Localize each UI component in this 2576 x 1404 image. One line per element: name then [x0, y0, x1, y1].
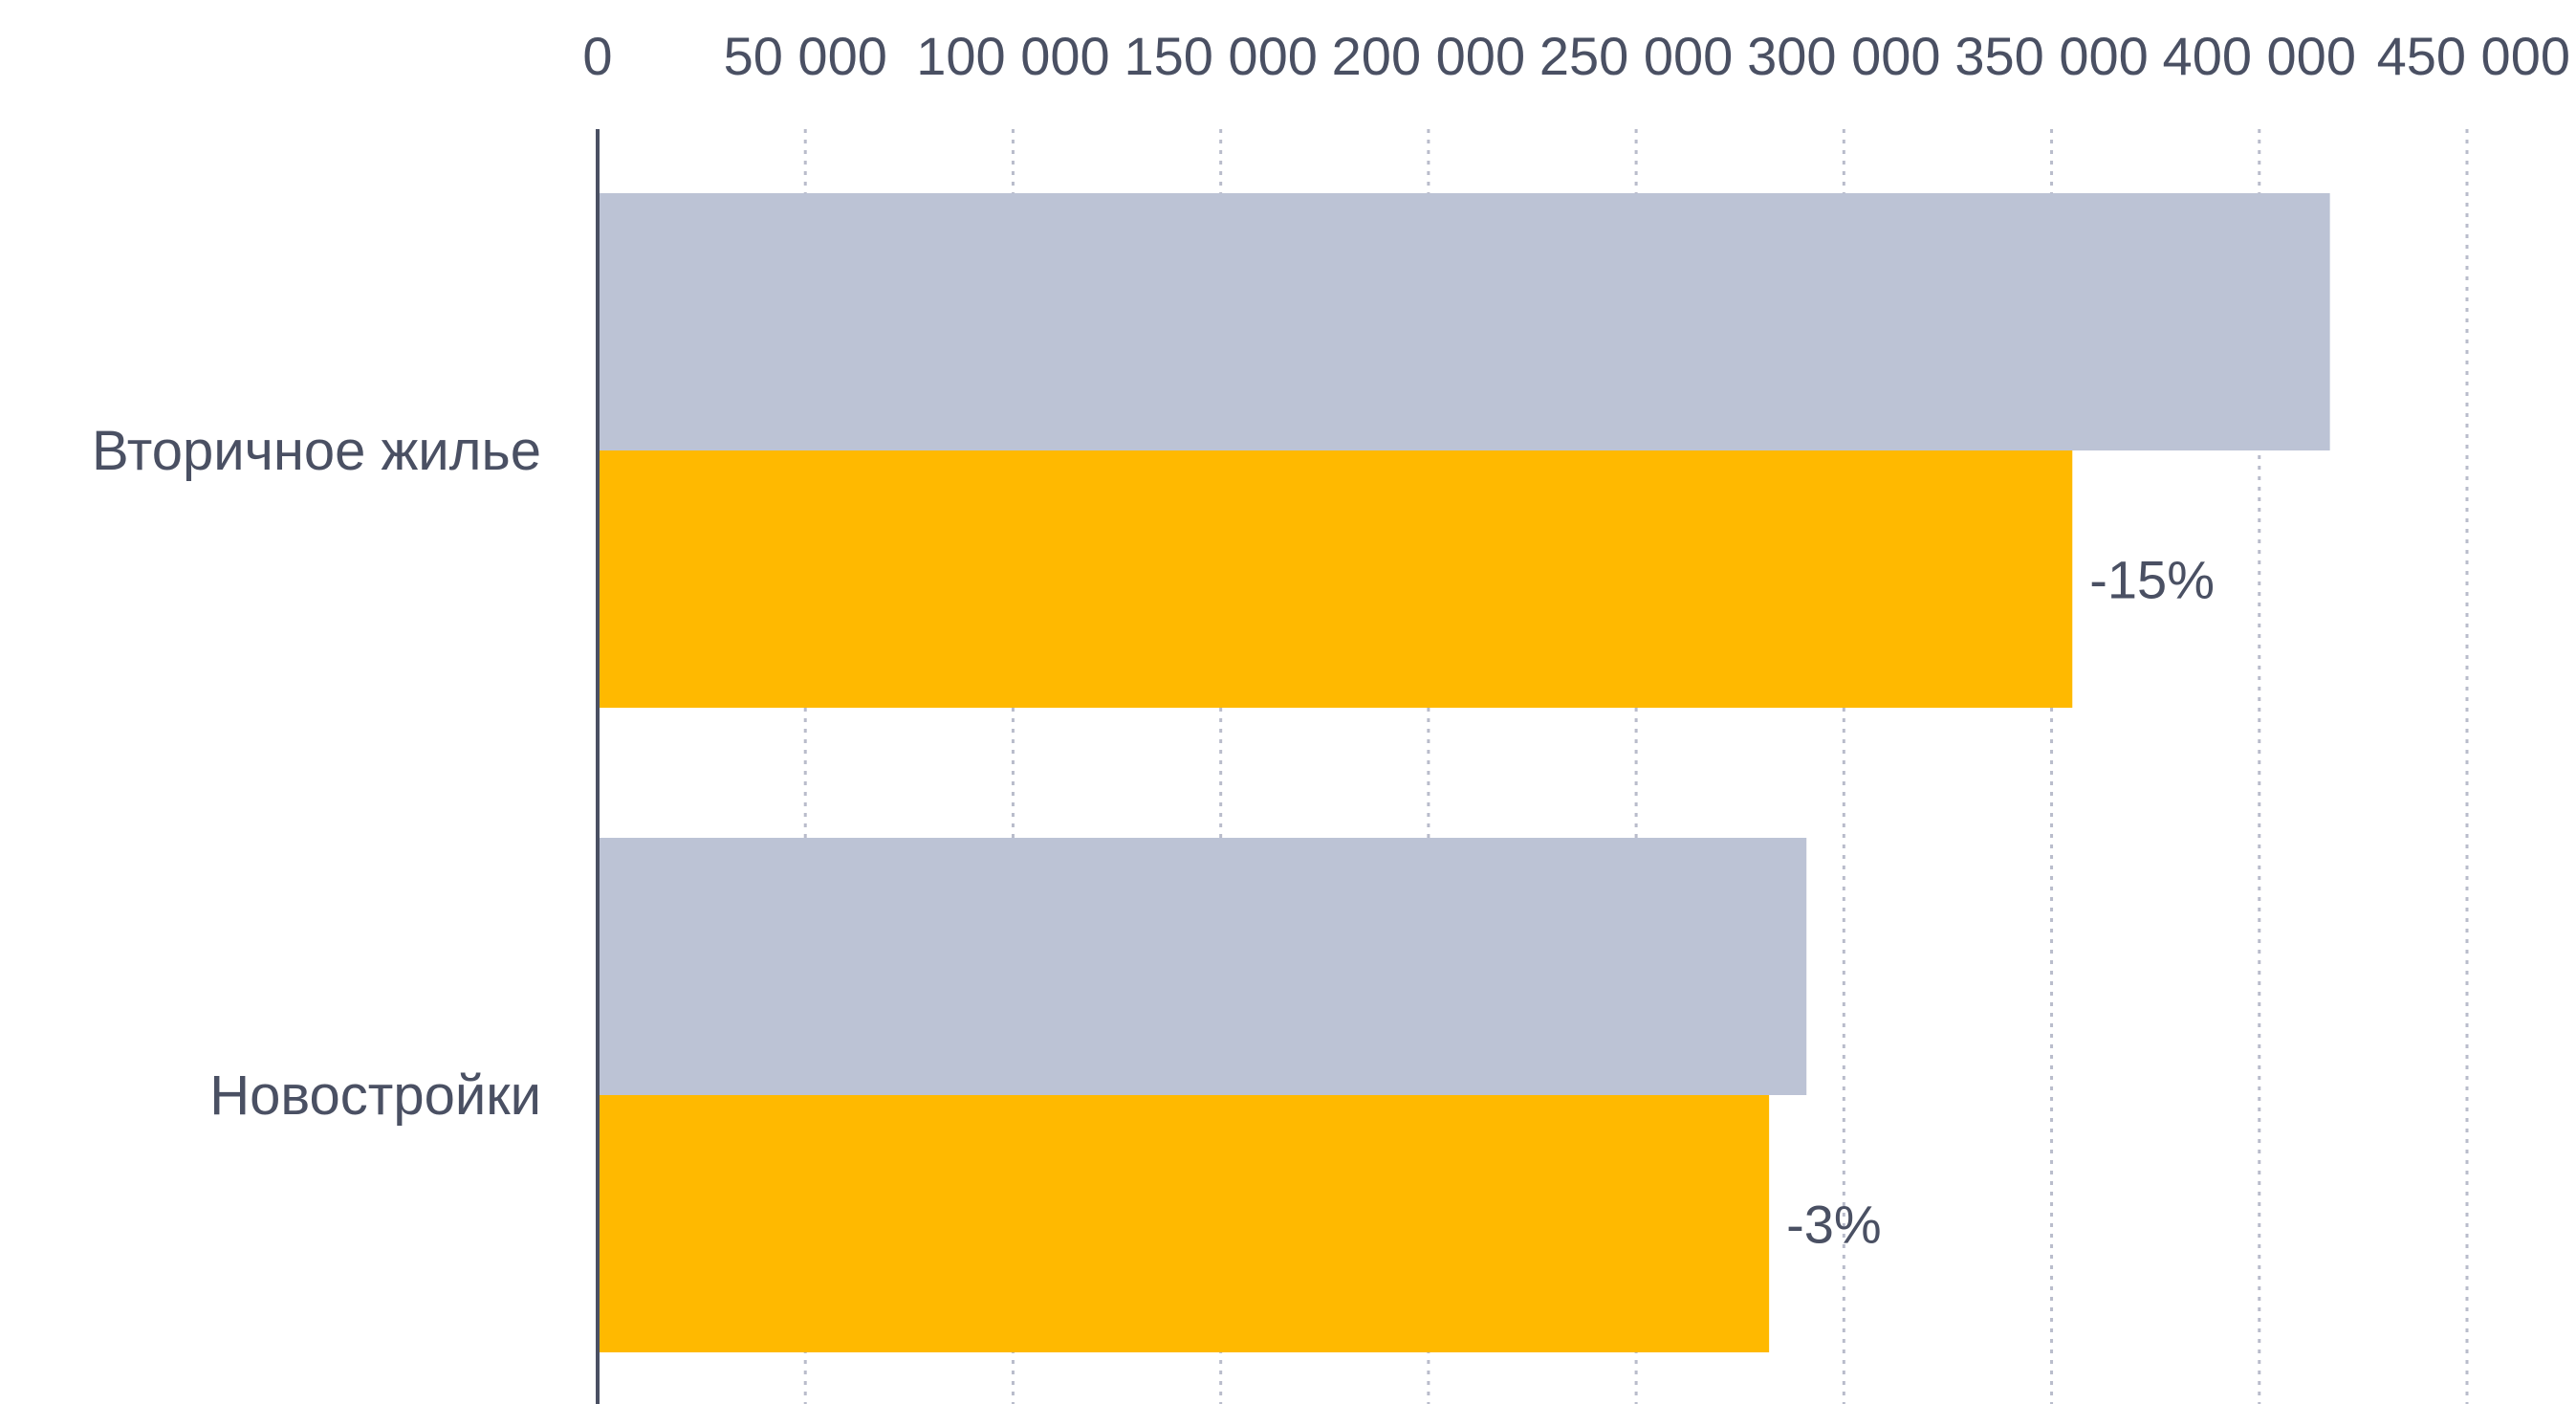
- x-axis-ticks: 0 50 000 100 000 150 000 200 000 250 000 300 0…: [582, 26, 2570, 86]
- bar: [598, 450, 2073, 708]
- x-tick-label: 100 000: [916, 26, 1109, 86]
- bar: [598, 838, 1807, 1095]
- bar: [598, 193, 2330, 450]
- x-tick-label: 450 000: [2377, 26, 2570, 86]
- data-labels: -15% -3%: [1786, 550, 2215, 1255]
- x-tick-label: 200 000: [1332, 26, 1525, 86]
- category-label: Новостройки: [209, 1064, 541, 1127]
- bars: [598, 193, 2330, 1352]
- bar-data-label: -15%: [2089, 550, 2215, 610]
- x-tick-label: 50 000: [724, 26, 887, 86]
- x-tick-label: 150 000: [1124, 26, 1317, 86]
- x-tick-label: 350 000: [1954, 26, 2148, 86]
- x-tick-label: 250 000: [1539, 26, 1733, 86]
- category-label: Вторичное жилье: [92, 420, 541, 482]
- x-tick-label: 0: [582, 26, 612, 86]
- category-labels: Вторичное жилье Новостройки: [92, 420, 541, 1127]
- bar: [598, 1095, 1770, 1352]
- x-tick-label: 300 000: [1747, 26, 1940, 86]
- x-tick-label: 400 000: [2163, 26, 2356, 86]
- bar-data-label: -3%: [1786, 1195, 1882, 1255]
